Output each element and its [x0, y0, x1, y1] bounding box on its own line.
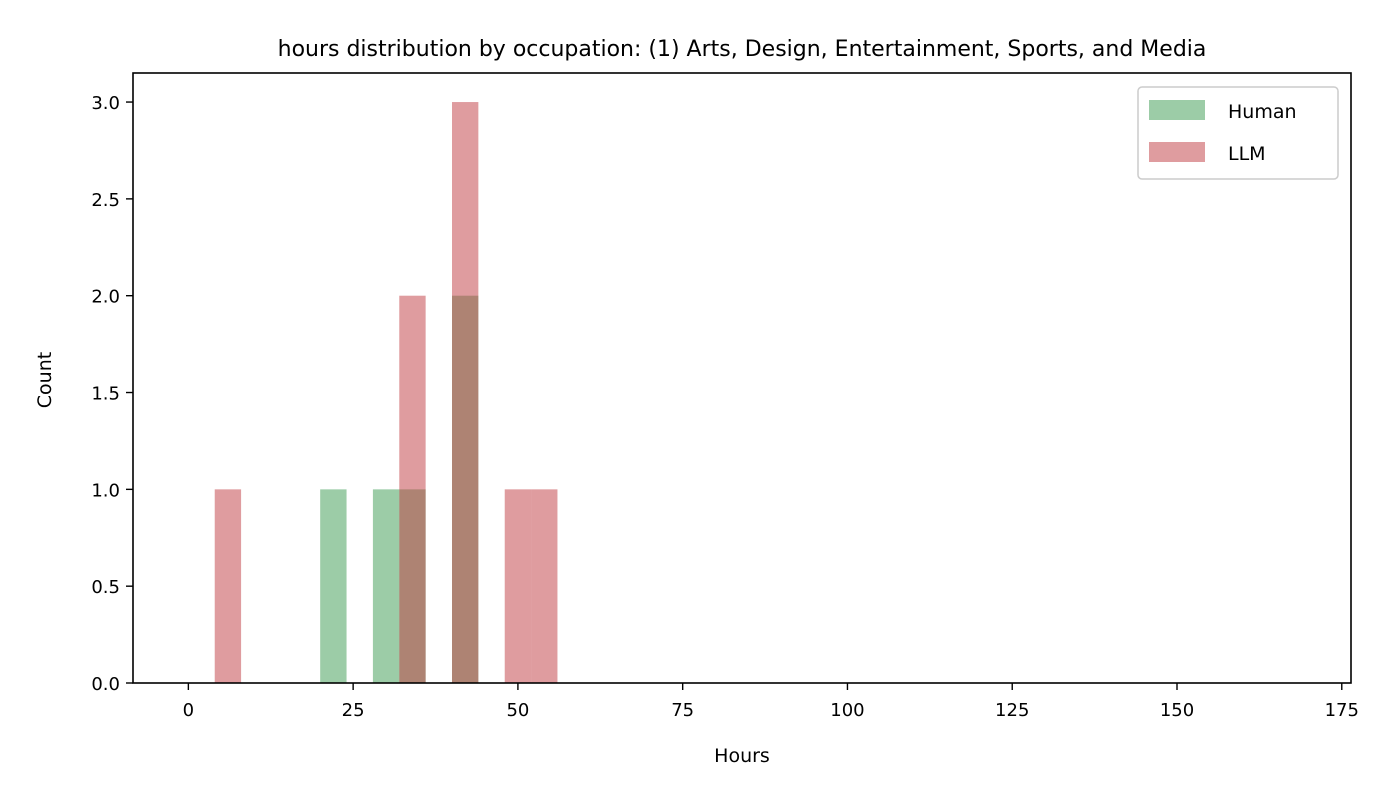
x-tick-label: 25 — [342, 700, 365, 721]
bars-layer — [214, 102, 558, 684]
legend-label-llm: LLM — [1228, 143, 1266, 165]
x-tick-label: 100 — [830, 700, 864, 721]
x-tick-label: 75 — [671, 700, 694, 721]
plot-frame — [132, 72, 1352, 684]
legend-label-human: Human — [1228, 101, 1297, 123]
bar-human-28 — [372, 489, 400, 683]
x-tick-label: 0 — [183, 700, 194, 721]
bar-llm-4 — [214, 489, 242, 683]
x-tick-label: 175 — [1325, 700, 1359, 721]
x-tick-label: 150 — [1160, 700, 1194, 721]
y-tick-label: 0.5 — [91, 577, 120, 598]
y-tick-label: 2.0 — [91, 287, 120, 308]
bar-llm-52 — [531, 489, 558, 683]
legend: Human LLM — [1137, 86, 1339, 180]
chart-title: hours distribution by occupation: (1) Ar… — [278, 37, 1207, 62]
y-axis-label: Count — [34, 352, 56, 408]
y-tick-label: 0.0 — [91, 674, 120, 695]
x-tick-label: 50 — [506, 700, 529, 721]
y-tick-label: 2.5 — [91, 190, 120, 211]
y-tick-label: 1.0 — [91, 480, 120, 501]
x-axis-label: Hours — [714, 745, 770, 767]
bar-llm-48 — [504, 489, 532, 683]
legend-swatch-human — [1149, 100, 1205, 120]
bar-llm-32 — [399, 295, 426, 683]
x-axis: 0 25 50 75 100 125 150 175 — [183, 683, 1359, 721]
x-tick-label: 125 — [995, 700, 1029, 721]
y-tick-label: 1.5 — [91, 384, 120, 405]
bar-llm-40 — [452, 102, 479, 684]
y-tick-label: 3.0 — [91, 93, 120, 114]
y-axis: 0.0 0.5 1.0 1.5 2.0 2.5 3.0 — [91, 93, 133, 695]
bar-human-20 — [320, 489, 347, 683]
legend-swatch-llm — [1149, 142, 1205, 162]
